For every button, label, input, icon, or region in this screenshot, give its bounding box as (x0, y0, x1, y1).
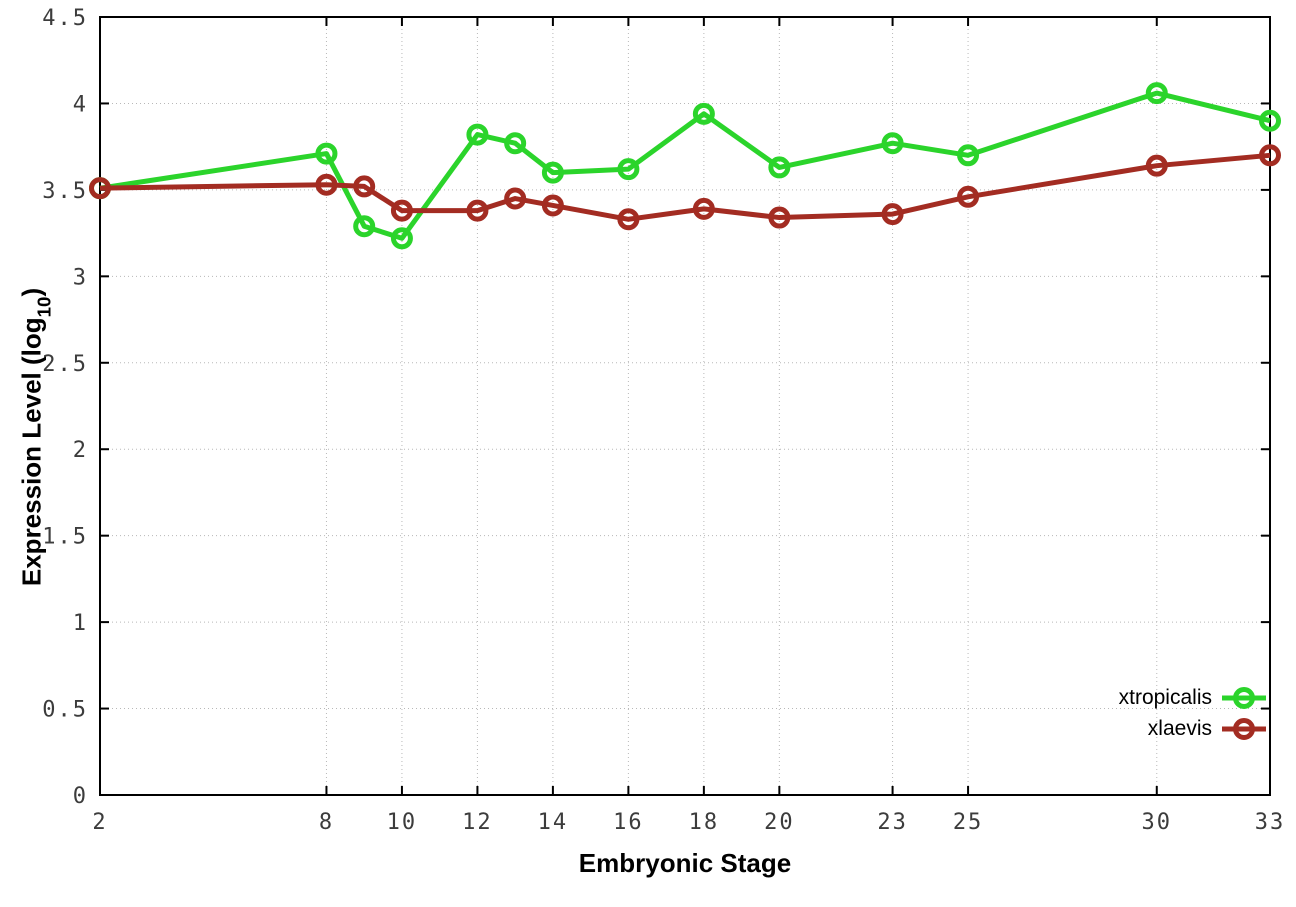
data-point-xlaevis-stage-25 (957, 185, 980, 208)
y-tick-label: 1 (73, 611, 88, 636)
data-point-xtropicalis-stage-33 (1259, 109, 1281, 132)
y-tick-label: 4 (73, 92, 88, 117)
x-tick-label: 25 (953, 810, 984, 835)
y-tick-label: 3 (73, 265, 88, 290)
data-point-xlaevis-stage-2 (89, 177, 111, 200)
series-xtropicalis (89, 82, 1281, 250)
y-tick-label: 3.5 (42, 179, 88, 204)
x-tick-label: 23 (877, 810, 908, 835)
data-point-xtropicalis-stage-30 (1145, 82, 1168, 105)
series-xlaevis (89, 144, 1281, 231)
line-circle-marker-icon (1222, 718, 1266, 740)
data-point-xtropicalis-stage-14 (541, 161, 564, 184)
y-tick-label: 1.5 (42, 525, 88, 550)
x-tick-label: 14 (538, 810, 569, 835)
data-point-xlaevis-stage-30 (1145, 154, 1168, 177)
legend-label-xtropicalis: xtropicalis (1118, 686, 1212, 709)
data-point-xlaevis-stage-18 (692, 197, 715, 220)
data-point-xlaevis-stage-16 (617, 208, 640, 231)
line-circle-marker-icon (1222, 687, 1266, 709)
data-point-xtropicalis-stage-13 (504, 132, 527, 155)
data-point-xlaevis-stage-12 (466, 199, 489, 222)
x-tick-label: 20 (764, 810, 795, 835)
x-tick-label: 16 (613, 810, 644, 835)
data-point-xtropicalis-stage-12 (466, 123, 489, 146)
x-tick-label: 33 (1255, 810, 1286, 835)
data-point-xtropicalis-stage-18 (692, 102, 715, 125)
legend-label-xlaevis: xlaevis (1147, 717, 1212, 740)
x-tick-label: 12 (462, 810, 493, 835)
x-tick-label: 30 (1142, 810, 1173, 835)
x-axis-title: Embryonic Stage (578, 848, 792, 878)
y-tick-label: 0.5 (42, 698, 88, 723)
y-axis-title: Expression Level (log10) (16, 288, 54, 587)
x-tick-label: 8 (319, 810, 334, 835)
series-line-xlaevis (99, 152, 1271, 222)
tick-marks (99, 16, 1271, 796)
y-tick-label: 2.5 (42, 352, 88, 377)
legend: xtropicalis xlaevis (1119, 685, 1266, 742)
data-point-xtropicalis-stage-23 (881, 132, 904, 155)
x-tick-label: 2 (92, 810, 107, 835)
gridlines (99, 16, 1271, 796)
data-point-xlaevis-stage-13 (504, 187, 527, 210)
y-axis-title-subscript: 10 (33, 296, 55, 318)
y-tick-label: 0 (73, 784, 88, 809)
data-point-xtropicalis-stage-25 (957, 144, 980, 167)
data-point-xtropicalis-stage-16 (617, 158, 640, 181)
x-tick-label: 18 (689, 810, 720, 835)
data-point-xtropicalis-stage-20 (768, 156, 791, 179)
series-line-xtropicalis (99, 90, 1271, 241)
tick-labels: 2 8 10 12 14 16 18 20 23 25 30 33 0 0.5 1 1.5 2 2.5 3 3.5 4 4… (42, 6, 1286, 835)
data-point-xlaevis-stage-9 (353, 175, 376, 198)
data-point-xtropicalis-stage-10 (390, 227, 413, 250)
y-tick-label: 2 (73, 438, 88, 463)
data-point-xtropicalis-stage-8 (315, 142, 338, 165)
legend-item-xlaevis: xlaevis (1148, 716, 1266, 742)
y-axis-title-text: Expression Level (log (16, 317, 47, 587)
y-tick-label: 4.5 (42, 6, 88, 31)
plot-border (99, 16, 1271, 796)
data-point-xlaevis-stage-20 (768, 206, 791, 229)
legend-item-xtropicalis: xtropicalis (1119, 685, 1266, 711)
data-point-xlaevis-stage-33 (1259, 144, 1281, 167)
data-point-xtropicalis-stage-9 (353, 215, 376, 238)
data-point-xlaevis-stage-10 (390, 199, 413, 222)
data-point-xlaevis-stage-23 (881, 203, 904, 226)
data-point-xlaevis-stage-14 (541, 194, 564, 217)
data-point-xlaevis-stage-8 (315, 173, 338, 196)
x-tick-label: 10 (387, 810, 418, 835)
